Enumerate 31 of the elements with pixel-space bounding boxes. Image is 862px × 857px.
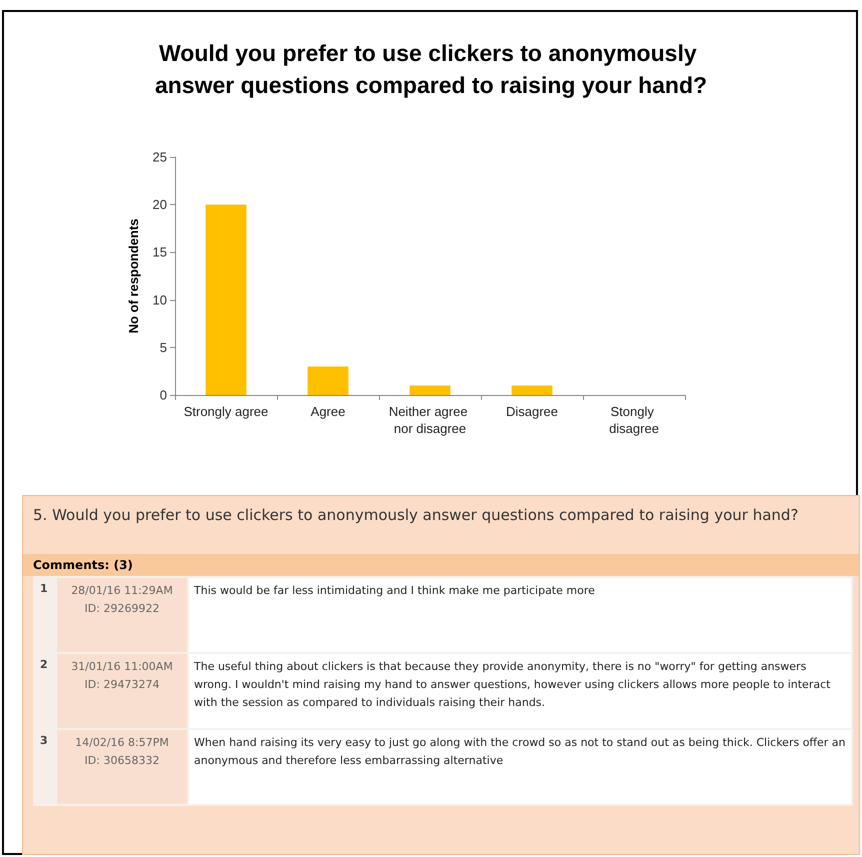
x-tick-label: Stongly disagree: [609, 404, 659, 436]
x-tick-label: Agree: [310, 404, 346, 419]
text: ID: 30658332: [84, 753, 160, 769]
x-tick-label: Disagree: [506, 404, 558, 419]
x-tick-label: Neither agree nor disagree: [388, 404, 472, 436]
text: 2: [34, 653, 56, 729]
y-tick-label: 15: [152, 244, 167, 260]
text: When hand raising its very easy to just go along with the crowd so as not to stand out as being thick. Clickers offer an anonymous and therefore less embarrassing alternative: [188, 729, 852, 805]
bar: [410, 385, 450, 395]
text: ID: 29269922: [84, 601, 160, 617]
x-tick-label: Strongly agree: [184, 404, 268, 419]
text: 1: [34, 577, 56, 653]
y-tick-label: 20: [152, 197, 167, 212]
bar: [512, 385, 552, 395]
y-tick-label: 5: [160, 340, 167, 355]
text: Comments: (3): [23, 554, 859, 576]
text: This would be far less intimidating and I think make me participate more: [188, 577, 852, 653]
y-tick-label: 10: [152, 292, 167, 308]
y-tick-label: 25: [152, 150, 167, 164]
text: 5. Would you prefer to use clickers to anonymously answer questions compared to raising your hand?: [32, 505, 800, 526]
text: 31/01/16 11:00AM: [70, 659, 174, 675]
bar: [206, 204, 246, 395]
chart-title: Would you prefer to use clickers to anonymously answer questions compared to raising your hand?: [154, 40, 708, 98]
text: ID: 29473274: [84, 677, 160, 693]
y-tick-label: 0: [160, 388, 167, 402]
text: The useful thing about clickers is that because they provide anonymity, there is no "worry" for getting answers wrong. I wouldn't mind raising my hand to answer questions, however using clickers allows more people to interact with the session as compared to individuals raising their hands.: [188, 653, 852, 729]
text: 3: [34, 729, 56, 805]
text: 14/02/16 8:57PM: [74, 735, 170, 751]
y-axis-title: No of respondents: [126, 218, 141, 334]
bar: [308, 366, 348, 395]
text: 28/01/16 11:29AM: [70, 583, 174, 599]
